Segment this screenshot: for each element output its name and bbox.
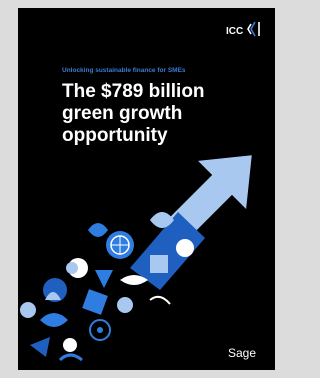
title-line: opportunity bbox=[62, 125, 168, 146]
cover: ICC Unlocking sustainable finance for SM… bbox=[0, 0, 292, 378]
logo-text: ICC bbox=[226, 26, 243, 37]
page: {"header": {"logo": "ICC"}, "subtitle": … bbox=[0, 0, 292, 378]
brand: Sage bbox=[228, 346, 256, 360]
title-line: green growth bbox=[62, 103, 182, 124]
subtitle: Unlocking sustainable finance for SMEs bbox=[62, 67, 186, 74]
title-line: The $789 billion bbox=[62, 81, 205, 102]
